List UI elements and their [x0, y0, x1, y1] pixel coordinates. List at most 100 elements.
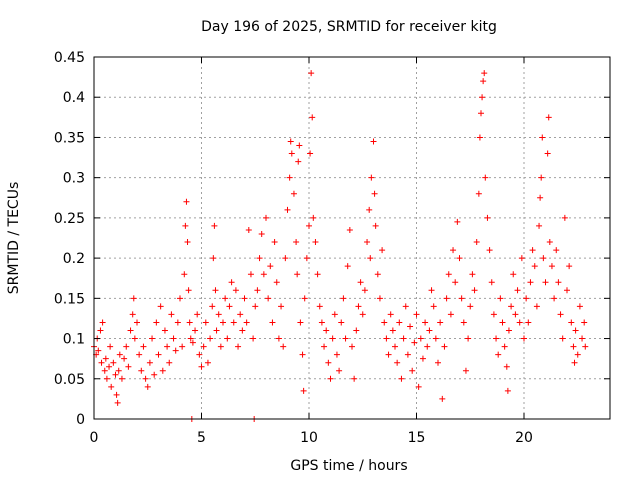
- data-point: [212, 287, 219, 294]
- data-point: [548, 263, 555, 270]
- data-point: [247, 271, 254, 278]
- data-point: [288, 150, 295, 157]
- data-point: [415, 383, 422, 390]
- data-point: [254, 287, 261, 294]
- data-point: [379, 247, 386, 254]
- data-point: [269, 319, 276, 326]
- data-point: [503, 363, 510, 370]
- x-tick-label: 10: [300, 430, 318, 446]
- data-point: [222, 295, 229, 302]
- data-point: [271, 239, 278, 246]
- data-point: [316, 303, 323, 310]
- axis-ticks: 0 0.05 0.1 0.15 0.2 0.25 0.3 0.35 0.4 0.45 0 5 10 15 2…: [54, 50, 610, 446]
- data-point: [182, 222, 189, 229]
- data-point: [467, 303, 474, 310]
- data-point: [284, 206, 291, 213]
- data-point: [383, 335, 390, 342]
- data-point: [376, 295, 383, 302]
- data-point: [404, 351, 411, 358]
- data-point: [204, 359, 211, 366]
- data-point: [245, 226, 252, 233]
- data-point: [202, 319, 209, 326]
- data-point: [198, 363, 205, 370]
- y-tick-label: 0: [76, 412, 85, 428]
- data-point: [183, 198, 190, 205]
- data-point: [366, 206, 373, 213]
- data-point: [308, 70, 315, 77]
- data-point: [106, 363, 113, 370]
- data-point: [531, 263, 538, 270]
- data-point: [97, 327, 104, 334]
- data-point: [566, 263, 573, 270]
- data-point: [518, 255, 525, 262]
- data-point: [101, 367, 108, 374]
- data-point: [329, 335, 336, 342]
- data-point: [469, 271, 476, 278]
- data-point: [131, 335, 138, 342]
- data-point: [194, 311, 201, 318]
- data-point: [551, 295, 558, 302]
- data-point: [478, 110, 484, 117]
- data-point: [239, 327, 246, 334]
- data-point: [400, 335, 407, 342]
- x-tick-label: 15: [408, 430, 426, 446]
- data-point: [571, 359, 578, 366]
- data-point: [142, 375, 149, 382]
- data-point: [392, 343, 398, 350]
- data-point: [224, 335, 231, 342]
- data-points: [91, 70, 589, 422]
- data-point: [361, 287, 368, 294]
- data-point: [475, 190, 482, 197]
- data-point: [134, 319, 140, 326]
- data-point: [568, 319, 575, 326]
- grid: [94, 57, 610, 419]
- data-point: [504, 387, 511, 394]
- x-tick-label: 5: [197, 430, 206, 446]
- data-point: [555, 279, 562, 286]
- data-point: [241, 295, 248, 302]
- y-tick-label: 0.25: [54, 211, 85, 227]
- data-point: [186, 319, 193, 326]
- data-point: [263, 214, 269, 221]
- data-point: [351, 375, 358, 382]
- data-point: [490, 311, 497, 318]
- data-point: [454, 218, 461, 225]
- data-point: [346, 226, 353, 233]
- data-point: [424, 343, 431, 350]
- data-point: [309, 114, 316, 121]
- data-point: [301, 295, 308, 302]
- data-point: [273, 279, 280, 286]
- data-point: [306, 222, 312, 229]
- y-axis-label: SRMTID / TECUs: [6, 182, 22, 295]
- data-point: [235, 343, 242, 350]
- data-point: [371, 190, 378, 197]
- data-point: [230, 319, 237, 326]
- data-point: [582, 343, 589, 350]
- data-point: [516, 319, 523, 326]
- data-point: [110, 359, 117, 366]
- data-point: [125, 363, 132, 370]
- y-tick-label: 0.3: [63, 171, 85, 187]
- data-point: [252, 303, 259, 310]
- data-point: [177, 295, 183, 302]
- data-point: [187, 335, 194, 342]
- data-point: [287, 138, 294, 145]
- data-point: [540, 255, 547, 262]
- data-point: [166, 359, 173, 366]
- data-point: [525, 319, 532, 326]
- data-point: [367, 255, 374, 262]
- data-point: [250, 335, 257, 342]
- data-point: [570, 343, 577, 350]
- data-point: [581, 319, 588, 326]
- data-point: [286, 174, 293, 181]
- data-point: [300, 387, 307, 394]
- data-point: [460, 319, 467, 326]
- data-point: [149, 335, 156, 342]
- data-point: [546, 239, 553, 246]
- data-point: [327, 375, 334, 382]
- data-point: [310, 214, 317, 221]
- data-point: [129, 311, 136, 318]
- data-point: [557, 311, 564, 318]
- data-point: [184, 239, 191, 246]
